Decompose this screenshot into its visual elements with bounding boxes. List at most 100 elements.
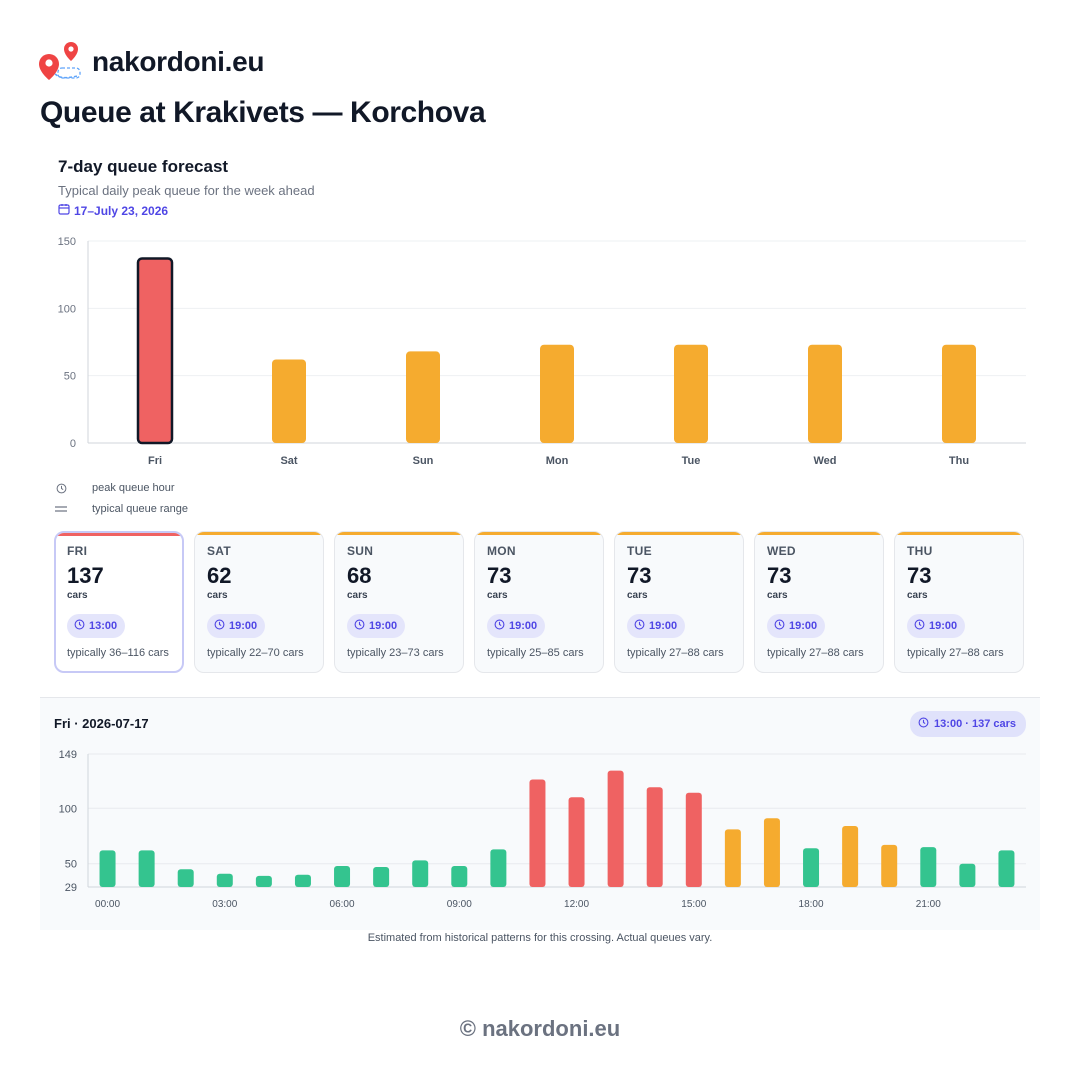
x-tick-label: 09:00 <box>447 899 472 910</box>
card-peak-value: 137 <box>67 563 104 588</box>
bar <box>138 850 155 887</box>
day-card[interactable]: SAT 62 cars 19:00 typically 22–70 cars <box>194 531 324 673</box>
bar <box>803 848 820 887</box>
detail-peak-badge: 13:00 · 137 cars <box>910 711 1026 737</box>
card-peak-hour-text: 19:00 <box>649 620 678 632</box>
bar <box>334 865 351 887</box>
bar <box>272 359 306 443</box>
bar <box>373 867 390 887</box>
bar <box>490 849 507 887</box>
y-tick-label: 29 <box>65 882 77 894</box>
card-level-bar <box>895 532 1023 535</box>
card-range: typically 36–116 cars <box>67 647 169 659</box>
card-level-bar <box>755 532 883 535</box>
day-card[interactable]: MON 73 cars 19:00 typically 25–85 cars <box>474 531 604 673</box>
bar <box>842 826 859 887</box>
brand[interactable]: nakordoni.eu <box>38 40 265 84</box>
x-tick-label: 15:00 <box>681 899 706 910</box>
day-card[interactable]: THU 73 cars 19:00 typically 27–88 cars <box>894 531 1024 673</box>
card-peak-hour-text: 19:00 <box>929 620 958 632</box>
card-peak-hour-text: 13:00 <box>89 620 118 632</box>
day-card[interactable]: TUE 73 cars 19:00 typically 27–88 cars <box>614 531 744 673</box>
card-day-name: WED <box>767 544 796 558</box>
card-day-name: FRI <box>67 544 88 558</box>
card-unit: cars <box>627 590 648 601</box>
clock-icon <box>54 483 68 494</box>
bar <box>674 344 708 443</box>
x-tick-label: Tue <box>682 455 701 467</box>
clock-icon <box>774 619 785 633</box>
bar <box>942 344 976 443</box>
x-tick-label: Thu <box>949 455 969 467</box>
card-peak-value: 68 <box>347 563 372 588</box>
card-level-bar <box>615 532 743 535</box>
forecast-title: 7-day queue forecast <box>58 157 229 176</box>
clock-icon <box>634 619 645 633</box>
card-peak-value: 73 <box>627 563 652 588</box>
hourly-queue-chart: 29 50 100 149 00:00 03:00 06:00 09:00 12:00 15:00… <box>59 749 1026 910</box>
card-day-name: TUE <box>627 544 652 558</box>
page-title: Queue at Krakivets — Korchova <box>40 96 486 129</box>
x-tick-label: Wed <box>813 455 836 467</box>
card-unit: cars <box>487 590 508 601</box>
card-range: typically 27–88 cars <box>767 647 864 659</box>
bar <box>412 860 429 887</box>
forecast-date-range: 17–July 23, 2026 <box>58 203 168 218</box>
x-tick-label: 21:00 <box>916 899 941 910</box>
bar <box>685 792 702 887</box>
card-level-bar <box>475 532 603 535</box>
x-tick-label: 06:00 <box>330 899 355 910</box>
card-peak-value: 73 <box>907 563 932 588</box>
card-range: typically 27–88 cars <box>627 647 724 659</box>
clock-icon <box>494 619 505 633</box>
y-tick-label: 0 <box>70 438 76 450</box>
card-level-bar <box>56 533 182 536</box>
bar <box>406 351 440 443</box>
bar <box>808 344 842 443</box>
card-peak-hour-text: 19:00 <box>369 620 398 632</box>
card-day-name: THU <box>907 544 933 558</box>
card-peak-value: 73 <box>487 563 512 588</box>
clock-icon <box>914 619 925 633</box>
day-card[interactable]: SUN 68 cars 19:00 typically 23–73 cars <box>334 531 464 673</box>
map-pins-icon <box>38 40 84 84</box>
day-card[interactable]: WED 73 cars 19:00 typically 27–88 cars <box>754 531 884 673</box>
day-cards: FRI 137 cars 13:00 typically 36–116 cars SAT… <box>54 531 1024 673</box>
x-tick-label: 03:00 <box>212 899 237 910</box>
clock-icon <box>214 619 225 633</box>
x-tick-label: Sun <box>413 455 434 467</box>
card-peak-value: 62 <box>207 563 232 588</box>
x-tick-label: Fri <box>148 455 162 467</box>
legend-peak-hour: peak queue hour <box>54 482 175 494</box>
x-tick-label: 12:00 <box>564 899 589 910</box>
card-range: typically 25–85 cars <box>487 647 584 659</box>
bar <box>540 344 574 443</box>
x-tick-label: 00:00 <box>95 899 120 910</box>
card-range: typically 27–88 cars <box>907 647 1004 659</box>
y-tick-label: 50 <box>64 371 76 383</box>
card-range: typically 22–70 cars <box>207 647 304 659</box>
forecast-date-text: 17–July 23, 2026 <box>74 203 169 218</box>
bar <box>451 865 468 887</box>
card-peak-hour: 13:00 <box>67 614 126 638</box>
footer-copyright: © nakordoni.eu <box>459 1016 621 1041</box>
bar <box>136 257 174 445</box>
x-tick-label: Sat <box>280 455 297 467</box>
detail-peak-badge-text: 13:00 · 137 cars <box>934 718 1016 730</box>
card-peak-value: 73 <box>767 563 792 588</box>
y-tick-label: 50 <box>65 859 77 871</box>
bar <box>724 829 741 887</box>
detail-title: Fri · 2026-07-17 <box>54 716 149 731</box>
bar <box>607 770 624 887</box>
card-peak-hour-text: 19:00 <box>509 620 538 632</box>
card-range: typically 23–73 cars <box>347 647 444 659</box>
bar <box>959 863 976 887</box>
card-unit: cars <box>907 590 928 601</box>
bar <box>920 847 937 887</box>
day-card[interactable]: FRI 137 cars 13:00 typically 36–116 cars <box>54 531 184 673</box>
bar <box>763 818 780 887</box>
y-tick-label: 100 <box>58 303 76 315</box>
bar <box>294 874 311 887</box>
weekly-forecast-chart: 0 50 100 150 Fri Sat Sun Mon Tue Wed Thu <box>58 236 1026 467</box>
card-peak-hour: 19:00 <box>207 614 266 638</box>
